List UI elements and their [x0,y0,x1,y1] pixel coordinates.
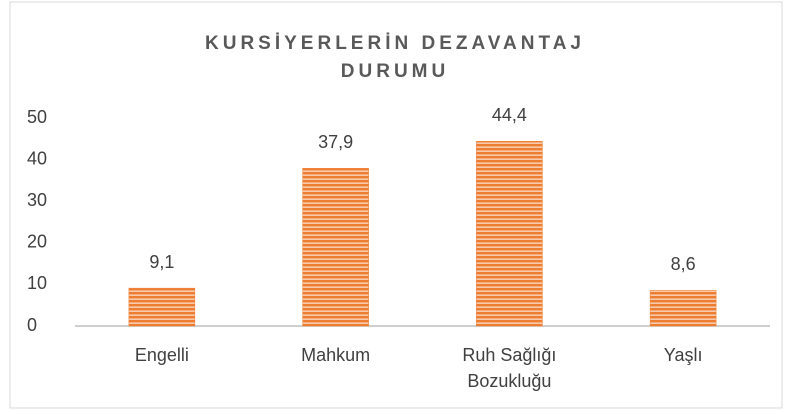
y-tick-label: 0 [27,315,37,335]
bar [476,141,543,327]
bar [302,168,369,327]
x-tick-label: Ruh Sağlığı Bozukluğu [462,345,556,391]
y-tick-label: 50 [27,107,47,127]
x-tick-label: Mahkum [301,345,370,365]
bar [128,287,196,327]
x-tick-label: Yaşlı [664,345,703,365]
bar [649,289,717,327]
y-tick-label: 10 [27,273,47,293]
data-label: 37,9 [318,132,353,152]
data-label: 8,6 [671,254,696,274]
chart-frame [9,1,783,409]
data-label: 44,4 [492,105,527,125]
y-tick-label: 20 [27,232,47,252]
data-label: 9,1 [149,252,174,272]
y-tick-label: 40 [27,148,47,168]
x-tick-label: Engelli [135,345,189,365]
chart-title: KURSİYERLERİN DEZAVANTAJ DURUMU [205,33,585,82]
y-tick-label: 30 [27,190,47,210]
